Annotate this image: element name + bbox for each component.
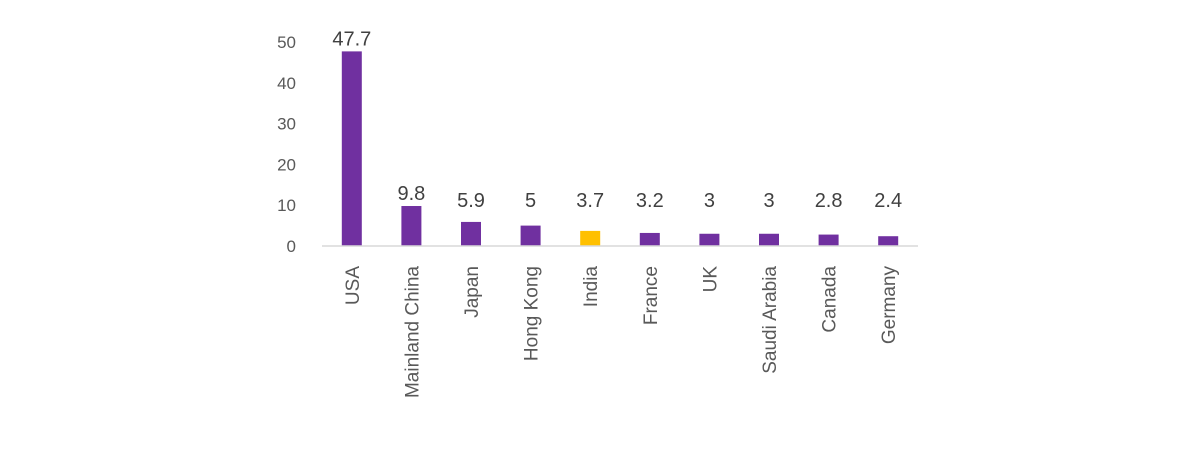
category-label: Canada xyxy=(820,266,841,333)
category-label: France xyxy=(641,266,662,325)
bar xyxy=(699,233,720,246)
bar xyxy=(461,221,481,246)
data-label: 3 xyxy=(763,190,774,212)
data-label: 2.4 xyxy=(874,190,902,212)
category-label: Saudi Arabia xyxy=(760,266,781,374)
category-label: USA xyxy=(343,266,364,305)
bar-series xyxy=(341,51,899,246)
data-label: 3.2 xyxy=(636,190,664,212)
y-tick-label: 40 xyxy=(277,74,296,93)
bar xyxy=(818,234,839,246)
bar xyxy=(580,230,601,246)
data-label: 5.9 xyxy=(457,190,485,212)
y-tick-label: 10 xyxy=(277,196,296,215)
data-label: 2.8 xyxy=(815,190,843,212)
category-label: Japan xyxy=(462,266,483,318)
bar xyxy=(878,236,899,246)
y-tick-label: 20 xyxy=(277,155,296,174)
category-label: Mainland China xyxy=(402,266,423,398)
bar xyxy=(341,51,362,246)
data-label: 5 xyxy=(525,190,536,212)
data-labels: 47.7 9.8 5.9 5 3.7 3.2 3 3 2.8 2.4 xyxy=(332,28,902,212)
data-label: 3.7 xyxy=(576,190,604,212)
data-label: 3 xyxy=(704,190,715,212)
bar xyxy=(639,232,660,246)
y-axis-ticks: 0 10 20 30 40 50 xyxy=(277,33,296,256)
category-label: UK xyxy=(700,266,721,293)
y-tick-label: 50 xyxy=(277,33,296,52)
bar xyxy=(401,206,422,246)
category-label: Germany xyxy=(879,266,900,345)
bar xyxy=(759,233,779,246)
category-labels: USA Mainland China Japan Hong Kong India Fran… xyxy=(343,266,900,399)
y-tick-label: 0 xyxy=(287,237,296,256)
category-label: India xyxy=(581,266,602,308)
y-tick-label: 30 xyxy=(277,115,296,134)
bar xyxy=(520,225,541,246)
category-label: Hong Kong xyxy=(522,266,543,361)
data-label: 47.7 xyxy=(332,28,371,50)
data-label: 9.8 xyxy=(397,183,425,205)
